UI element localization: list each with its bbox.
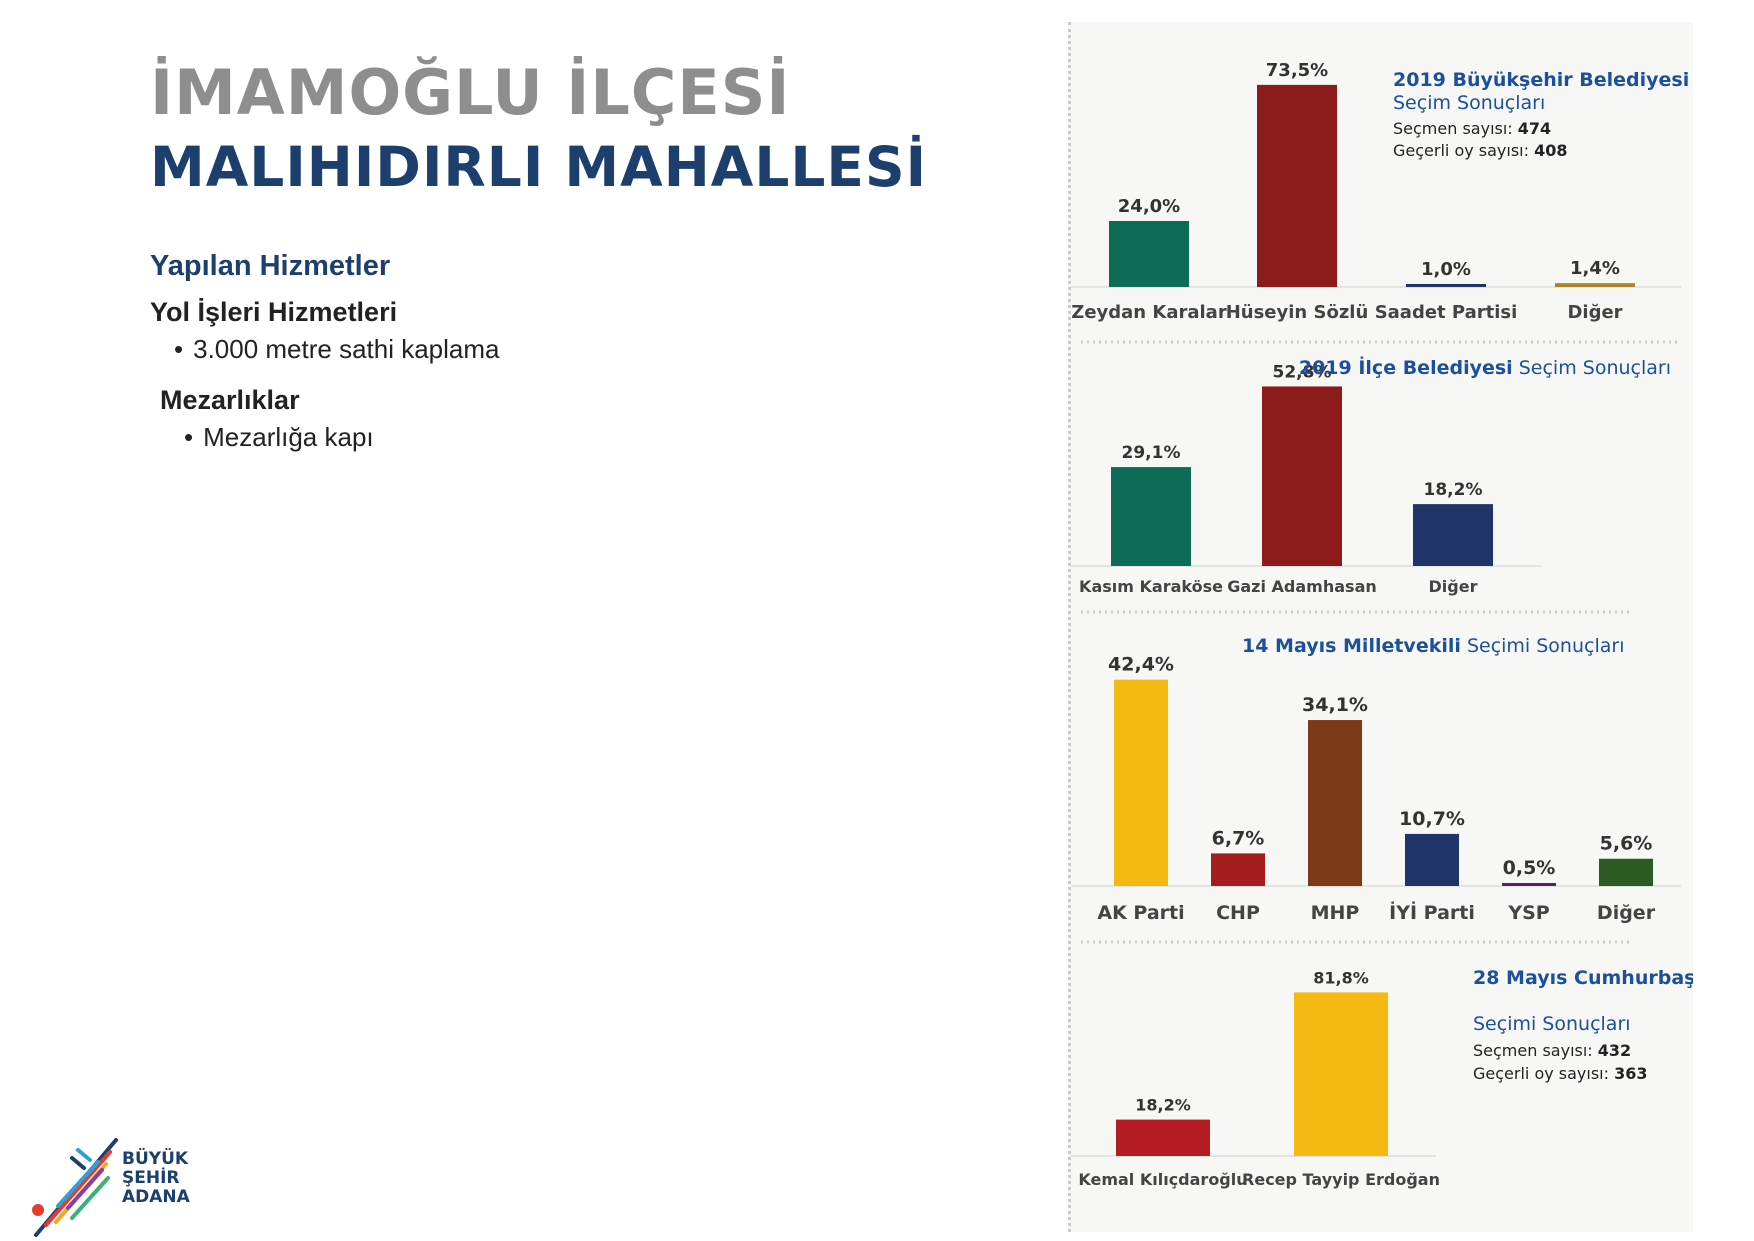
category-label: İYİ Parti xyxy=(1389,900,1475,924)
service-group-title: Yol İşleri Hizmetleri xyxy=(150,297,398,327)
emblem-icon xyxy=(32,1204,44,1216)
logo-line: ADANA xyxy=(122,1187,190,1207)
chart-presidential-may28: 18,2% Kemal Kılıçdaroğlu 81,8% Recep Tayyip… xyxy=(1071,968,1440,1189)
chart1-voters: Seçmen sayısı: 474 xyxy=(1393,119,1551,138)
bar xyxy=(1405,833,1459,886)
chart1-valid-votes: Geçerli oy sayısı: 408 xyxy=(1393,141,1568,160)
chart3-title-bold: 14 Mayıs Milletvekili xyxy=(1242,635,1461,657)
bar-value-label: 10,7% xyxy=(1399,808,1465,830)
bar-value-label: 1,4% xyxy=(1570,258,1620,279)
chart2-title: 2019 İlçe Belediyesi Seçim Sonuçları xyxy=(1299,355,1671,379)
category-label: CHP xyxy=(1216,902,1260,924)
chart1-voters-label: Seçmen sayısı: xyxy=(1393,119,1513,138)
chart3-title: 14 Mayıs Milletvekili Seçimi Sonuçları xyxy=(1242,635,1624,657)
bar xyxy=(1502,883,1556,886)
category-label: Kasım Karaköse xyxy=(1079,577,1223,596)
bar xyxy=(1599,858,1653,886)
category-label: Diğer xyxy=(1567,302,1622,323)
category-label: AK Parti xyxy=(1097,902,1184,924)
chart1-title-rest: Seçim Sonuçları xyxy=(1393,92,1545,114)
services-section: Yapılan Hizmetler Yol İşleri Hizmetleri … xyxy=(150,250,500,453)
chart1-valid-value: 408 xyxy=(1534,141,1567,160)
election-charts: 24,0% Zeydan Karalar 73,5% Hüseyin Sözlü 1,0… xyxy=(1071,60,1754,1189)
bar-value-label: 42,4% xyxy=(1108,654,1174,676)
chart1-valid-label: Geçerli oy sayısı: xyxy=(1393,141,1529,160)
bar-value-label: 0,5% xyxy=(1503,857,1556,879)
chart2-title-bold: 2019 İlçe Belediyesi xyxy=(1299,355,1513,379)
chart1-title-bold: 2019 Büyükşehir Belediyesi xyxy=(1393,69,1689,91)
election-results-panel: 24,0% Zeydan Karalar 73,5% Hüseyin Sözlü 1,0… xyxy=(1068,22,1754,1232)
bar-value-label: 6,7% xyxy=(1212,827,1265,849)
chart4-valid-votes: Geçerli oy sayısı: 363 xyxy=(1473,1064,1648,1083)
bar-value-label: 5,6% xyxy=(1600,833,1653,855)
chart4-title-rest: Seçimi Sonuçları xyxy=(1473,1013,1631,1035)
category-label: Hüseyin Sözlü xyxy=(1226,302,1369,323)
chart4-voters-value: 432 xyxy=(1598,1041,1631,1060)
category-label: Zeydan Karalar xyxy=(1071,302,1227,323)
category-label: Gazi Adamhasan xyxy=(1227,577,1377,596)
bar-value-label: 73,5% xyxy=(1266,60,1328,81)
bar-value-label: 18,2% xyxy=(1424,480,1483,500)
service-group-title: Mezarlıklar xyxy=(160,385,300,415)
bar xyxy=(1308,720,1362,886)
bar-value-label: 1,0% xyxy=(1421,259,1471,280)
chart4-voters-label: Seçmen sayısı: xyxy=(1473,1041,1593,1060)
category-label: Recep Tayyip Erdoğan xyxy=(1242,1170,1440,1189)
bar xyxy=(1257,84,1337,287)
bar xyxy=(1211,853,1265,886)
bar xyxy=(1406,284,1486,287)
logo-mark xyxy=(32,1138,118,1237)
chart-metropolitan-2019: 24,0% Zeydan Karalar 73,5% Hüseyin Sözlü 1,0… xyxy=(1071,60,1681,323)
bar xyxy=(1555,283,1635,287)
category-label: Diğer xyxy=(1597,902,1656,924)
title-district: İMAMOĞLU İLÇESİ xyxy=(150,56,791,129)
service-item: Mezarlığa kapı xyxy=(184,422,500,453)
bar xyxy=(1294,992,1388,1156)
logo-line: ŞEHİR xyxy=(122,1168,180,1188)
title-neighborhood: MALIHIDIRLI MAHALLESİ xyxy=(150,135,928,199)
chart1-voters-value: 474 xyxy=(1518,119,1551,138)
bar-value-label: 81,8% xyxy=(1313,968,1369,987)
category-label: Diğer xyxy=(1429,577,1478,596)
bar-value-label: 24,0% xyxy=(1118,196,1180,217)
logo-line: BÜYÜK xyxy=(122,1149,189,1169)
bar xyxy=(1413,504,1493,566)
chart4-voters: Seçmen sayısı: 432 xyxy=(1473,1041,1631,1060)
bar xyxy=(1111,467,1191,566)
services-heading: Yapılan Hizmetler xyxy=(150,250,391,282)
bar xyxy=(1262,386,1342,566)
bar xyxy=(1114,679,1168,886)
chart-district-2019: 29,1% Kasım Karaköse 52,8% Gazi Adamhasan 18… xyxy=(1071,362,1541,596)
bar-value-label: 34,1% xyxy=(1302,694,1368,716)
service-item: 3.000 metre sathi kaplama xyxy=(174,334,499,365)
logo-text: BÜYÜK ŞEHİR ADANA xyxy=(122,1150,190,1207)
bar-value-label: 29,1% xyxy=(1122,443,1181,463)
bar-value-label: 18,2% xyxy=(1135,1096,1191,1115)
category-label: Kemal Kılıçdaroğlu xyxy=(1078,1170,1247,1189)
category-label: MHP xyxy=(1311,902,1360,924)
bar xyxy=(1109,221,1189,287)
chart4-valid-value: 363 xyxy=(1614,1064,1647,1083)
category-label: YSP xyxy=(1507,902,1549,924)
chart4-title-bold: 28 Mayıs Cumhurbaşkanlığı xyxy=(1473,967,1693,989)
bar xyxy=(1116,1119,1210,1156)
chart-parliament-may14: 42,4% AK Parti 6,7% CHP 34,1% MHP 10,7% İYİ Par… xyxy=(1071,654,1681,924)
bar-value-label: 52,8% xyxy=(1273,362,1332,382)
chart4-valid-label: Geçerli oy sayısı: xyxy=(1473,1064,1609,1083)
chart2-title-rest: Seçim Sonuçları xyxy=(1519,357,1671,379)
chart3-title-rest: Seçimi Sonuçları xyxy=(1467,635,1625,657)
category-label: Saadet Partisi xyxy=(1375,302,1518,323)
